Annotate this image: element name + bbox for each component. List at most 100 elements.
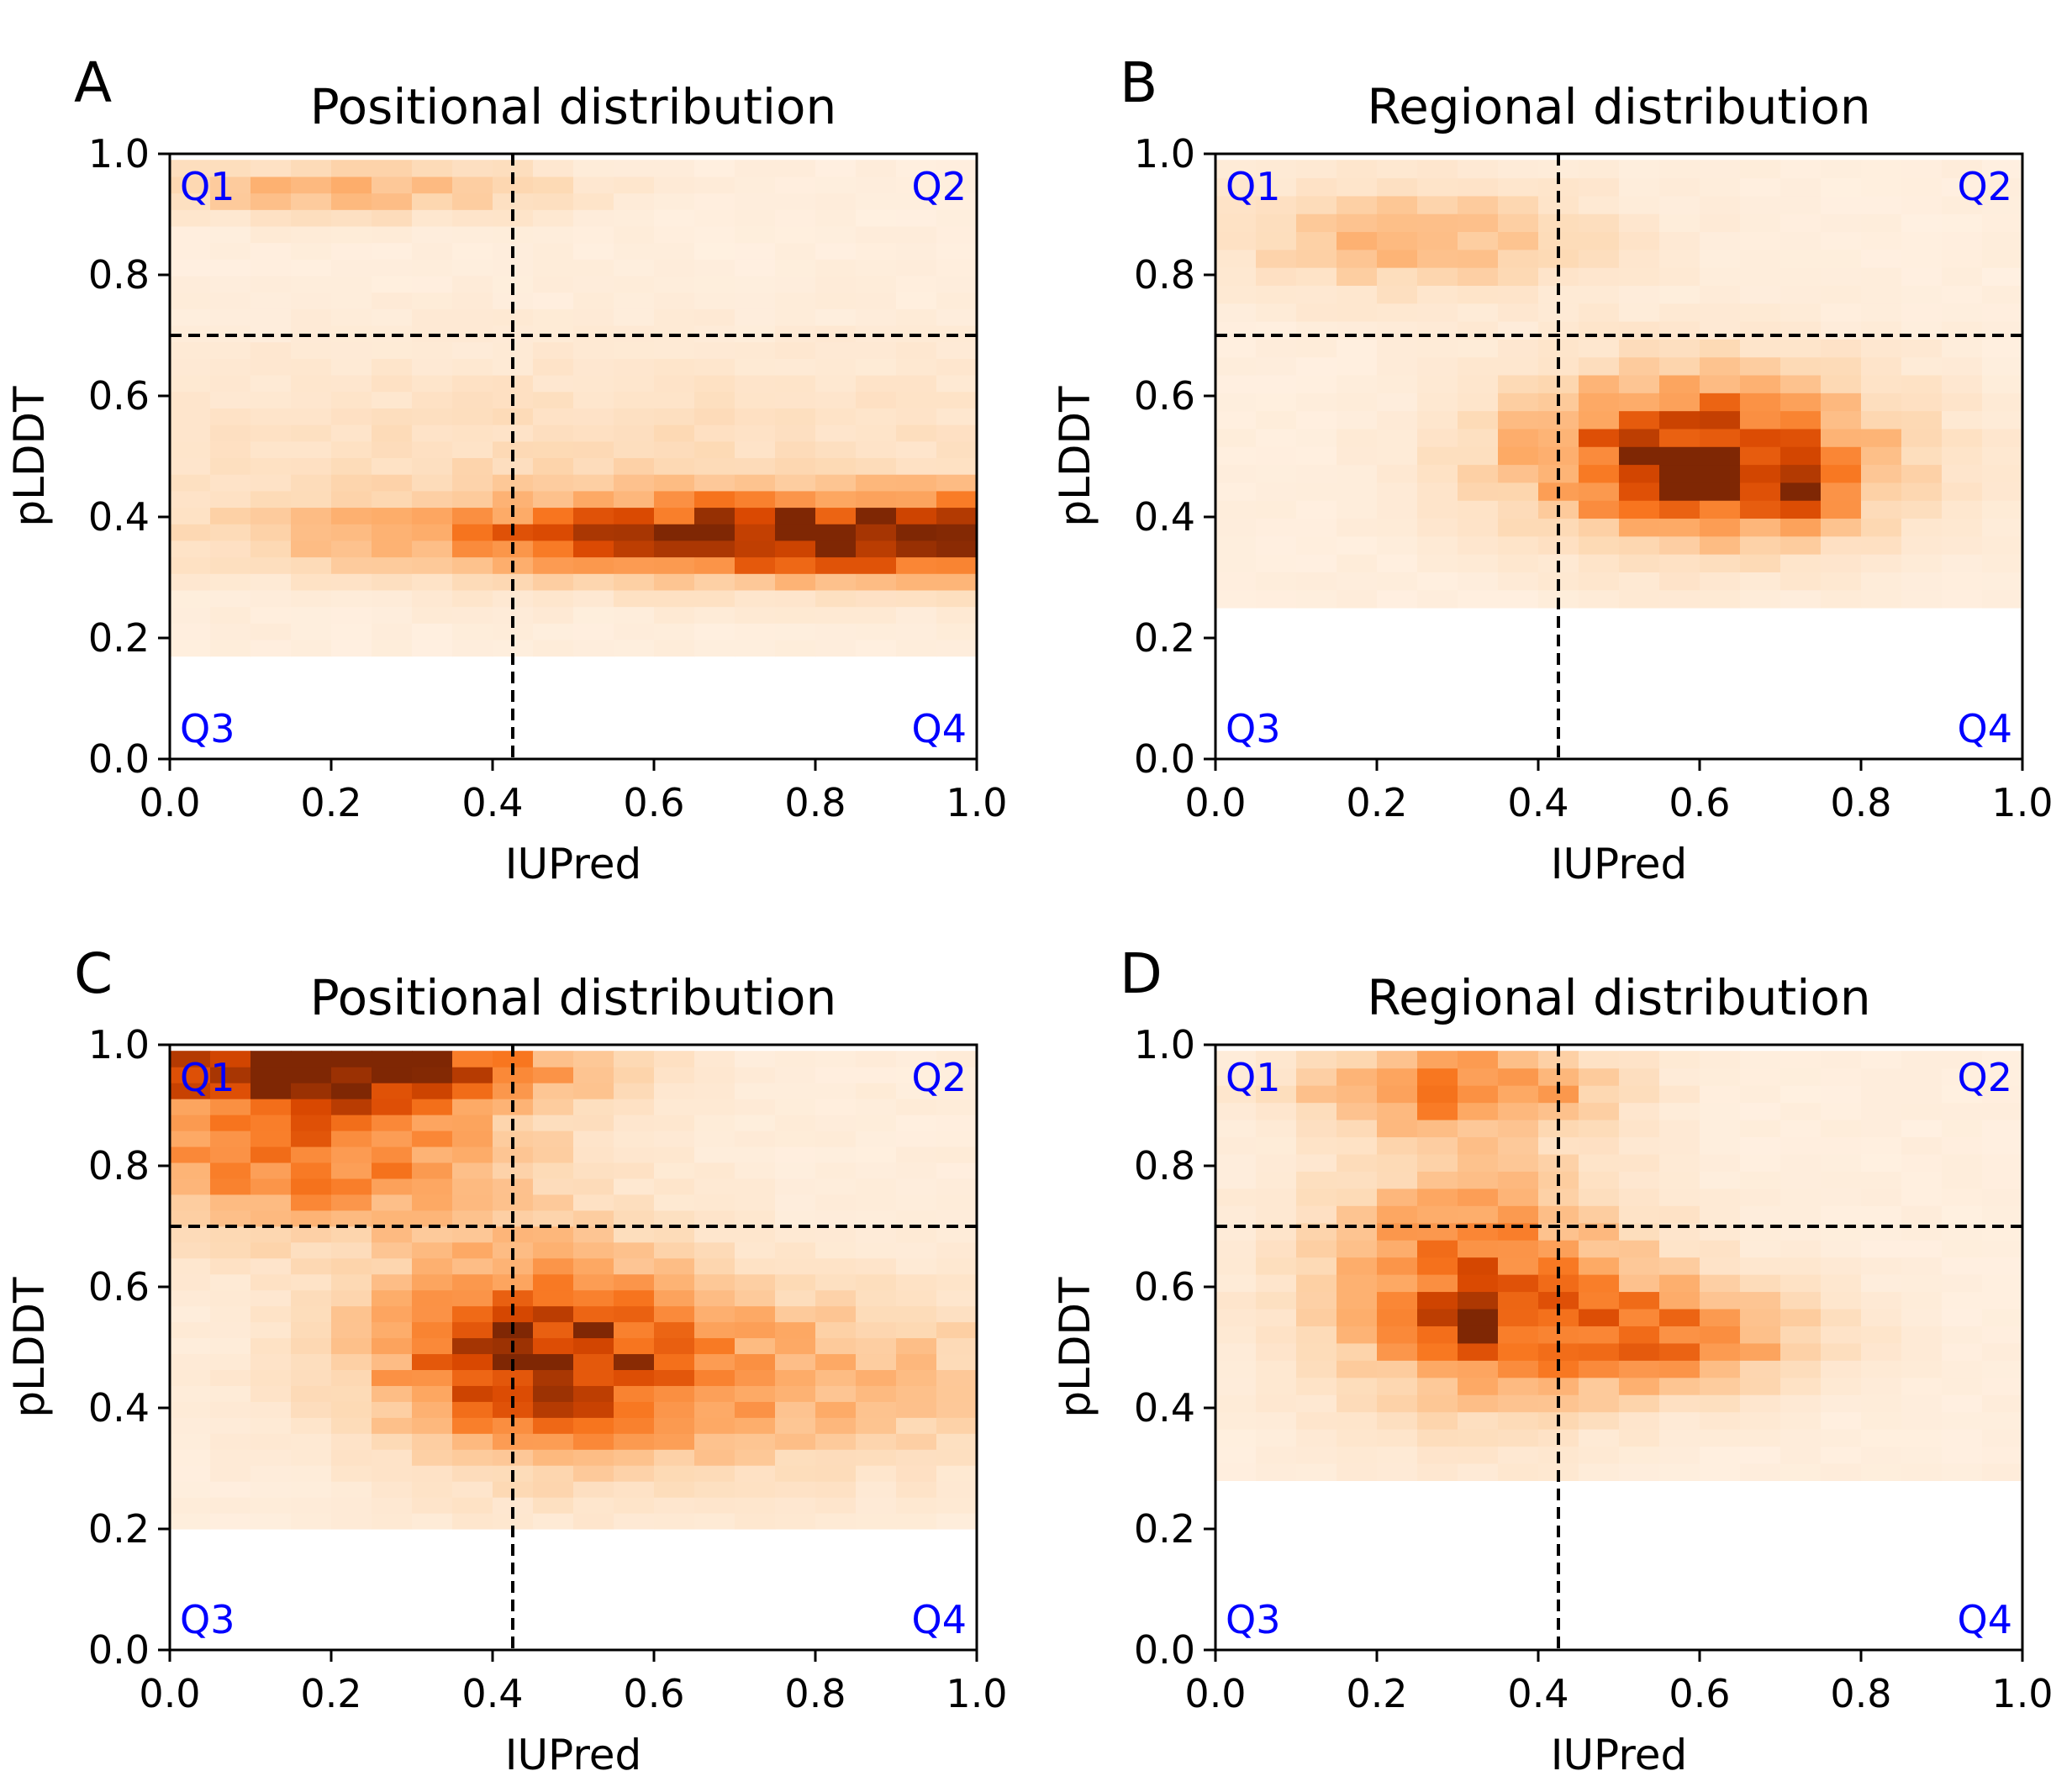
heatmap-cell: [533, 1417, 574, 1434]
heatmap-cell: [250, 209, 292, 227]
heatmap-cell: [291, 375, 332, 393]
x-tick-label: 0.0: [139, 1671, 200, 1716]
heatmap-cell: [775, 457, 816, 475]
heatmap-cell: [1417, 464, 1458, 483]
heatmap-cell: [936, 1178, 978, 1195]
heatmap-cell: [815, 606, 857, 624]
heatmap-cell: [775, 209, 816, 227]
heatmap-cell: [1780, 1188, 1822, 1206]
heatmap-cell: [452, 424, 493, 442]
heatmap-cell: [1982, 1411, 2023, 1430]
heatmap-cell: [1821, 1119, 1862, 1138]
heatmap-cell: [331, 1449, 372, 1466]
heatmap-cell: [493, 292, 534, 309]
heatmap-cell: [775, 358, 816, 376]
heatmap-cell: [452, 1194, 493, 1211]
heatmap-cell: [1901, 1257, 1943, 1275]
heatmap-cell: [170, 259, 211, 277]
heatmap-cell: [896, 1257, 937, 1275]
heatmap-cell: [533, 1337, 574, 1355]
heatmap-cell: [250, 1369, 292, 1386]
heatmap-cell: [210, 1225, 251, 1243]
heatmap-cell: [1377, 1188, 1418, 1206]
heatmap-cell: [291, 1115, 332, 1131]
heatmap-cell: [210, 1369, 251, 1386]
heatmap-cell: [250, 391, 292, 408]
heatmap-cell: [250, 1273, 292, 1291]
heatmap-cell: [775, 1385, 816, 1402]
heatmap-cell: [896, 490, 937, 509]
heatmap-cell: [533, 1083, 574, 1099]
heatmap-cell: [654, 176, 695, 194]
heatmap-cell: [694, 474, 735, 492]
x-tick-label: 0.8: [1830, 780, 1891, 825]
heatmap-cell: [372, 540, 413, 558]
heatmap-cell: [1942, 1136, 1983, 1155]
heatmap-cell: [856, 1210, 897, 1227]
heatmap-cell: [1579, 1240, 1620, 1258]
heatmap-cell: [291, 408, 332, 425]
heatmap-cell: [1780, 1377, 1822, 1395]
heatmap-cell: [775, 1513, 816, 1530]
heatmap-cell: [573, 1241, 614, 1259]
heatmap-cell: [412, 524, 453, 541]
heatmap-cell: [170, 176, 211, 194]
heatmap-cell: [291, 1433, 332, 1450]
heatmap-cell: [1821, 572, 1862, 591]
heatmap-cell: [1982, 160, 2023, 179]
heatmap-cell: [1337, 356, 1378, 376]
heatmap-cell: [1700, 1136, 1741, 1155]
heatmap-cell: [1982, 1377, 2023, 1395]
heatmap-cell: [372, 341, 413, 359]
heatmap-cell: [614, 1178, 655, 1195]
x-tick-label: 0.6: [1669, 1671, 1730, 1716]
heatmap-cell: [856, 259, 897, 277]
heatmap-cell: [412, 1067, 453, 1083]
heatmap-cell: [1377, 1119, 1418, 1138]
heatmap-cell: [1780, 267, 1822, 286]
heatmap-cell: [1417, 195, 1458, 214]
heatmap-cell: [1821, 500, 1862, 519]
heatmap-cell: [936, 556, 978, 574]
heatmap-cell: [250, 1481, 292, 1498]
heatmap-cell: [735, 623, 776, 640]
heatmap-cell: [1619, 1274, 1660, 1293]
heatmap-cell: [1780, 572, 1822, 591]
heatmap-cell: [170, 1257, 211, 1275]
heatmap-cell: [250, 440, 292, 459]
heatmap-cell: [936, 259, 978, 277]
heatmap-cell: [1982, 464, 2023, 483]
heatmap-cell: [1740, 267, 1781, 286]
heatmap-cell: [1256, 428, 1297, 447]
heatmap-cell: [896, 292, 937, 309]
heatmap-cell: [896, 1337, 937, 1355]
heatmap-cell: [936, 1497, 978, 1514]
heatmap-cell: [452, 242, 493, 260]
heatmap-cell: [1901, 1222, 1943, 1241]
heatmap-cell: [896, 1465, 937, 1482]
quadrant-label-q4: Q4: [912, 1597, 967, 1642]
heatmap-cell: [1619, 1153, 1660, 1172]
heatmap-cell: [452, 1369, 493, 1386]
heatmap-cell: [573, 573, 614, 591]
heatmap-cell: [815, 308, 857, 326]
heatmap-cell: [856, 623, 897, 640]
heatmap-cell: [372, 1465, 413, 1482]
heatmap-cell: [1619, 1136, 1660, 1155]
heatmap-cell: [1296, 1326, 1337, 1344]
heatmap-cell: [452, 341, 493, 359]
heatmap-cell: [1256, 500, 1297, 519]
heatmap-cell: [533, 1273, 574, 1291]
heatmap-cell: [654, 1497, 695, 1514]
heatmap-cell: [1901, 1274, 1943, 1293]
heatmap-cell: [614, 1369, 655, 1386]
heatmap-cell: [210, 308, 251, 326]
heatmap-cell: [775, 1273, 816, 1291]
heatmap-cell: [1700, 1222, 1741, 1241]
heatmap-cell: [250, 1305, 292, 1323]
heatmap-cell: [936, 1481, 978, 1498]
heatmap-cell: [372, 308, 413, 326]
heatmap-cell: [1417, 589, 1458, 609]
heatmap-cell: [1458, 482, 1499, 501]
heatmap-cell: [1296, 535, 1337, 555]
